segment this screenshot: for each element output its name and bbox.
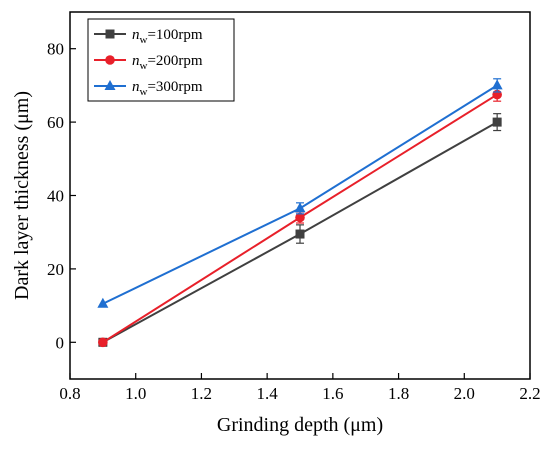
legend-marker xyxy=(105,29,115,39)
data-point xyxy=(98,337,108,348)
x-tick-label: 1.0 xyxy=(125,384,146,403)
x-tick-label: 2.0 xyxy=(454,384,475,403)
data-point xyxy=(295,229,305,239)
series-layer xyxy=(97,78,503,348)
data-point xyxy=(295,212,305,223)
x-tick-label: 0.8 xyxy=(59,384,80,403)
legend-entry-0: nw=100rpm xyxy=(94,27,203,46)
data-point xyxy=(97,297,109,308)
y-tick-label: 60 xyxy=(47,113,64,132)
legend-entry-2: nw=300rpm xyxy=(94,79,203,98)
data-point xyxy=(294,202,306,213)
y-tick-label: 40 xyxy=(47,187,64,206)
legend-marker xyxy=(105,55,115,65)
y-tick-label: 80 xyxy=(47,40,64,59)
y-axis-title: Dark layer thickness (μm) xyxy=(11,91,33,300)
axis-ticks xyxy=(69,48,531,379)
tick-labels: 0.8 1.0 1.2 1.4 1.6 1.8 2.0 2.2 0 20 40 60 80 xyxy=(47,40,541,403)
series-line xyxy=(102,84,498,305)
legend-marker xyxy=(104,80,116,90)
series-1 xyxy=(98,87,502,348)
y-tick-label: 0 xyxy=(56,333,65,352)
legend-entry-1: nw=200rpm xyxy=(94,53,203,72)
x-tick-label: 2.2 xyxy=(519,384,540,403)
legend-label: nw=200rpm xyxy=(132,53,203,72)
y-tick-label: 20 xyxy=(47,260,64,279)
legend-label: nw=100rpm xyxy=(132,27,203,46)
data-point xyxy=(491,79,503,90)
legend-label: nw=300rpm xyxy=(132,79,203,98)
x-tick-label: 1.4 xyxy=(257,384,279,403)
series-2 xyxy=(97,78,503,308)
x-tick-label: 1.8 xyxy=(388,384,409,403)
x-tick-label: 1.6 xyxy=(322,384,343,403)
legend: nw=100rpm nw=200rpm nw=300rpm xyxy=(87,18,235,102)
x-axis-title: Grinding depth (μm) xyxy=(217,414,383,436)
data-point xyxy=(492,117,502,127)
series-0 xyxy=(98,113,502,347)
x-tick-label: 1.2 xyxy=(191,384,212,403)
